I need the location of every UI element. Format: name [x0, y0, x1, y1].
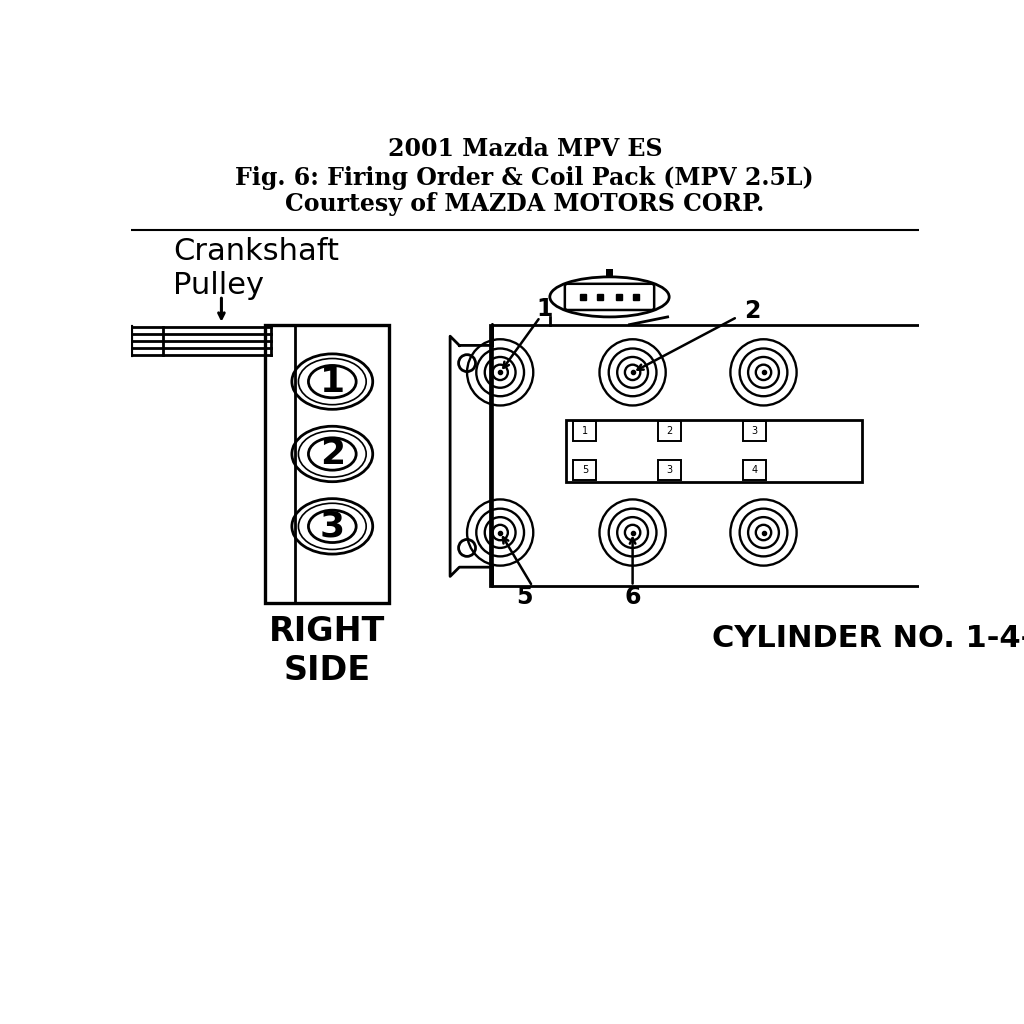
Text: CYLINDER NO. 1-4-2: CYLINDER NO. 1-4-2: [712, 624, 1024, 652]
Text: 2001 Mazda MPV ES: 2001 Mazda MPV ES: [387, 137, 663, 161]
Text: 5: 5: [582, 465, 588, 475]
Polygon shape: [605, 269, 613, 276]
Ellipse shape: [292, 426, 373, 481]
Ellipse shape: [308, 510, 356, 543]
Text: 6: 6: [625, 585, 641, 609]
Text: Crankshaft
Pulley: Crankshaft Pulley: [173, 238, 339, 300]
Text: RIGHT
SIDE: RIGHT SIDE: [268, 614, 385, 687]
Text: 3: 3: [667, 465, 673, 475]
Text: 1: 1: [537, 297, 553, 322]
Ellipse shape: [292, 354, 373, 410]
FancyBboxPatch shape: [565, 284, 654, 310]
Text: Fig. 6: Firing Order & Coil Pack (MPV 2.5L): Fig. 6: Firing Order & Coil Pack (MPV 2.…: [236, 166, 814, 190]
Ellipse shape: [292, 499, 373, 554]
Text: 1: 1: [319, 365, 345, 398]
Text: 4: 4: [752, 465, 758, 475]
Text: 1: 1: [582, 426, 588, 436]
Ellipse shape: [550, 276, 669, 316]
Ellipse shape: [308, 438, 356, 470]
Text: Courtesy of MAZDA MOTORS CORP.: Courtesy of MAZDA MOTORS CORP.: [285, 193, 765, 216]
Text: 2: 2: [667, 426, 673, 436]
Text: 5: 5: [516, 585, 534, 609]
Text: 2: 2: [319, 437, 345, 471]
Text: 3: 3: [319, 509, 345, 544]
Text: 3: 3: [752, 426, 758, 436]
Ellipse shape: [308, 366, 356, 397]
Text: 2: 2: [744, 299, 761, 323]
